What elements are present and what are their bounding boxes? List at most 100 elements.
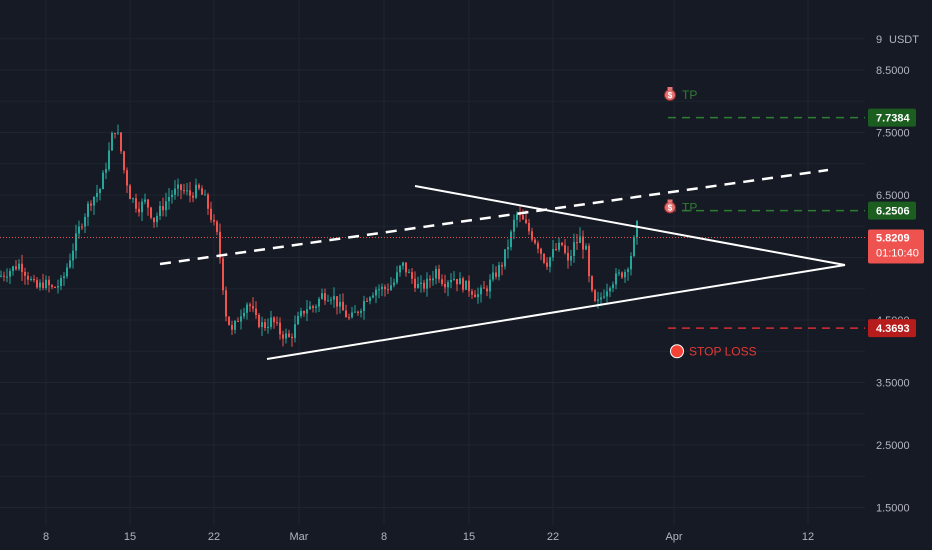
candle-body <box>537 243 539 249</box>
candle-body <box>183 190 185 192</box>
current-price-value: 5.8209 <box>876 232 910 244</box>
candle-body <box>552 248 554 258</box>
candle-body <box>597 299 599 302</box>
candle-body <box>423 282 425 289</box>
candle-body <box>321 293 323 299</box>
candle-body <box>513 219 515 232</box>
y-tick-label: 7.5000 <box>876 128 910 140</box>
candle-body <box>72 250 74 261</box>
candle-body <box>60 278 62 286</box>
triangle-upper-line[interactable] <box>414 185 846 266</box>
candle-body <box>555 248 557 250</box>
candle-body <box>540 248 542 254</box>
tp-upper-annotation[interactable]: $ TP <box>664 87 698 102</box>
tp-lower-annotation[interactable]: $ TP <box>664 199 698 215</box>
candle-body <box>282 334 284 339</box>
candle-body <box>84 216 86 227</box>
candle-body <box>378 289 380 291</box>
candle-body <box>96 192 98 197</box>
x-tick-label: 22 <box>547 531 559 543</box>
candle-body <box>438 268 440 280</box>
candle-body <box>525 219 527 224</box>
x-tick-label: 22 <box>208 531 220 543</box>
candle-body <box>309 306 311 310</box>
candle-body <box>435 268 437 279</box>
red-circle-icon <box>670 344 684 359</box>
time-axis[interactable]: 8 15 22 Mar 8 15 22 Apr 12 <box>43 531 814 543</box>
candle-body <box>564 245 566 253</box>
candle-body <box>456 278 458 285</box>
candle-body <box>618 272 620 274</box>
candle-body <box>138 208 140 213</box>
candle-body <box>486 288 488 292</box>
candle-body <box>324 293 326 301</box>
y-tick-label: 9 <box>876 34 882 46</box>
x-tick-label: Apr <box>665 531 682 543</box>
candle-body <box>357 311 359 313</box>
candle-body <box>63 276 65 279</box>
candle-body <box>522 215 524 220</box>
candle-body <box>57 285 59 288</box>
candle-body <box>390 285 392 290</box>
candle-body <box>42 282 44 289</box>
currency-label: USDT <box>889 34 919 46</box>
x-tick-label: 15 <box>124 531 136 543</box>
candle-body <box>297 315 299 325</box>
candle-body <box>228 316 230 326</box>
candle-body <box>3 275 5 277</box>
candle-body <box>39 282 41 288</box>
candle-body <box>480 287 482 295</box>
stop-loss-annotation[interactable]: STOP LOSS <box>670 344 757 359</box>
candlesticks <box>0 124 638 347</box>
svg-text:$: $ <box>668 204 673 213</box>
candle-body <box>246 304 248 313</box>
candle-body <box>9 271 11 277</box>
candle-body <box>201 188 203 195</box>
price-tags: 7.7384 6.2506 4.3693 5.8209 01:10:40 <box>868 108 924 338</box>
x-tick-label: Mar <box>290 531 309 543</box>
stop-loss-label: STOP LOSS <box>689 344 757 358</box>
candle-body <box>582 236 584 250</box>
candle-body <box>90 203 92 206</box>
candle-body <box>603 296 605 298</box>
candle-body <box>279 322 281 335</box>
candle-body <box>213 219 215 222</box>
candle-body <box>375 289 377 296</box>
candle-body <box>534 239 536 244</box>
candle-body <box>465 280 467 290</box>
candle-body <box>600 297 602 300</box>
candle-body <box>132 198 134 200</box>
candle-body <box>195 184 197 198</box>
annotations: $ TP $ TP STOP LOSS <box>664 87 757 359</box>
candle-body <box>483 287 485 289</box>
candle-body <box>504 249 506 267</box>
candle-body <box>420 282 422 284</box>
candle-body <box>333 296 335 300</box>
candle-body <box>108 150 110 170</box>
tp-lower-label: TP <box>682 201 697 215</box>
candle-body <box>609 288 611 292</box>
candle-body <box>441 279 443 284</box>
candle-body <box>408 272 410 274</box>
candle-body <box>129 185 131 200</box>
candle-body <box>471 291 473 295</box>
candle-body <box>144 199 146 202</box>
candle-body <box>510 231 512 248</box>
candle-body <box>381 286 383 290</box>
candle-body <box>30 279 32 281</box>
candle-body <box>489 279 491 292</box>
candle-body <box>573 242 575 257</box>
y-tick-label: 2.5000 <box>876 440 910 452</box>
candle-body <box>306 309 308 314</box>
triangle-lower-line[interactable] <box>266 264 846 360</box>
candle-body <box>393 282 395 286</box>
candle-body <box>294 324 296 339</box>
money-bag-icon: $ <box>664 199 676 214</box>
candle-body <box>498 265 500 277</box>
candle-body <box>258 314 260 327</box>
candle-body <box>303 310 305 314</box>
candle-body <box>417 283 419 288</box>
candle-body <box>621 272 623 278</box>
candle-body <box>462 278 464 290</box>
